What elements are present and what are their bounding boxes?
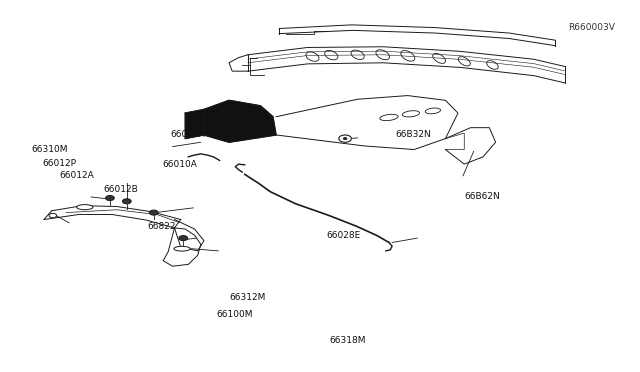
Polygon shape — [185, 109, 204, 139]
Ellipse shape — [174, 246, 190, 251]
Text: 66012A: 66012A — [60, 171, 95, 180]
Text: 66012P: 66012P — [193, 116, 227, 126]
Text: 66B32N: 66B32N — [396, 131, 431, 140]
Text: 66012P: 66012P — [42, 159, 76, 168]
Text: 66B62N: 66B62N — [464, 192, 500, 201]
Circle shape — [149, 210, 158, 215]
Text: 66100M: 66100M — [216, 310, 253, 319]
Circle shape — [106, 195, 115, 201]
Text: R660003V: R660003V — [568, 23, 615, 32]
Circle shape — [339, 135, 351, 142]
Text: 66028E: 66028E — [326, 231, 360, 240]
Text: 66310M: 66310M — [31, 145, 68, 154]
Circle shape — [49, 213, 56, 218]
Circle shape — [122, 199, 131, 204]
Text: 66312M: 66312M — [229, 293, 266, 302]
Text: 66012B: 66012B — [104, 185, 138, 194]
Text: 66012A: 66012A — [171, 131, 205, 140]
Text: 66822: 66822 — [148, 222, 176, 231]
Text: 66010A: 66010A — [162, 160, 197, 169]
Ellipse shape — [77, 205, 93, 210]
Polygon shape — [204, 100, 276, 142]
Text: 66318M: 66318M — [330, 336, 366, 346]
Circle shape — [343, 138, 347, 140]
Circle shape — [179, 235, 188, 241]
